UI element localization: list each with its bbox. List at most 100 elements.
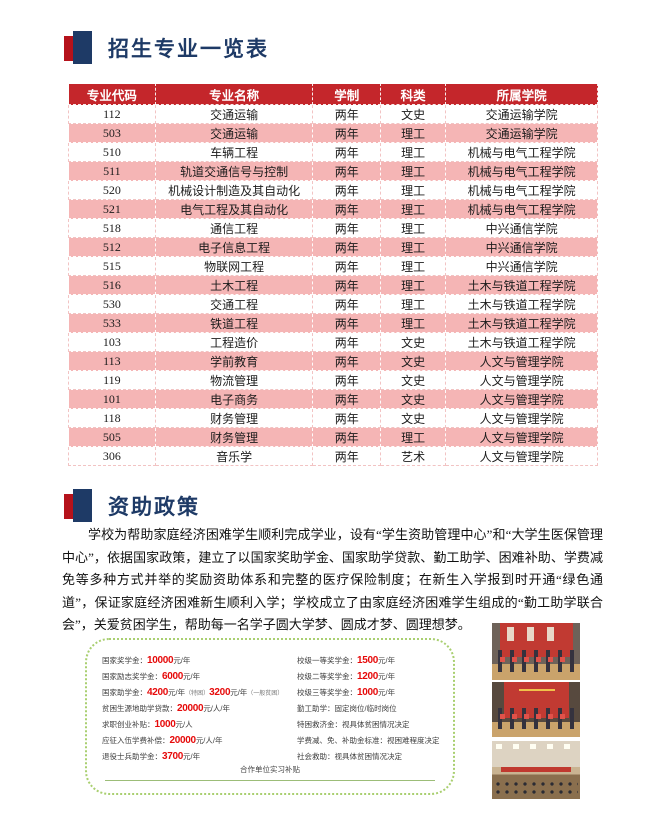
table-cell: 理工	[380, 256, 447, 276]
table-row: 503 交通运输 两年 理工 交通运输学院	[68, 123, 598, 143]
aid-item: 校级三等奖学金：1000元/年	[297, 685, 440, 701]
table-row: 516 土木工程 两年 理工 土木与铁道工程学院	[68, 275, 598, 295]
table-cell: 电子商务	[154, 389, 314, 409]
table-row: 101 电子商务 两年 文史 人文与管理学院	[68, 389, 598, 409]
aid-item-small: （一般贫困）	[247, 691, 284, 697]
aid-left-column: 国家奖学金：10000元/年 国家励志奖学金：6000元/年 国家助学金：4200元…	[102, 653, 283, 765]
table-cell: 通信工程	[154, 218, 314, 238]
table-row: 521 电气工程及其自动化 两年 理工 机械与电气工程学院	[68, 199, 598, 219]
banner-text-line	[518, 688, 556, 691]
aid-item-unit: 元/年	[183, 672, 201, 681]
aid-item-label: 勤工助学：固定岗位/临时岗位	[297, 704, 397, 713]
table-cell: 两年	[312, 370, 382, 390]
aid-item-label: 退役士兵助学金：	[102, 752, 162, 761]
aid-item-num: 3200	[209, 687, 231, 698]
aid-item: 学费减、免、补助金标准：视困难程度决定	[297, 733, 440, 749]
aid-item-num: 20000	[177, 703, 204, 714]
table-cell: 521	[68, 199, 156, 219]
table-cell: 人文与管理学院	[445, 370, 598, 390]
table-cell: 112	[68, 104, 156, 124]
table-row: 511 轨道交通信号与控制 两年 理工 机械与电气工程学院	[68, 161, 598, 181]
table-cell: 101	[68, 389, 156, 409]
table-cell: 人文与管理学院	[445, 408, 598, 428]
aid-item-label: 求职创业补贴：	[102, 720, 155, 729]
aid-item-label: 学费减、免、补助金标准：视困难程度决定	[297, 736, 440, 745]
table-cell: 两年	[312, 199, 382, 219]
ceiling-lights	[495, 744, 577, 750]
aid-item: 国家助学金：4200元/年（特困）3200元/年（一般贫困）	[102, 685, 283, 701]
aid-item-unit: 元/年	[230, 688, 248, 697]
aid-item: 校级二等奖学金：1200元/年	[297, 669, 440, 685]
table-cell: 中兴通信学院	[445, 256, 598, 276]
aid-item-unit: 元/年	[183, 752, 201, 761]
table-cell: 103	[68, 332, 156, 352]
table-cell: 土木工程	[154, 275, 314, 295]
portrait-tiles	[507, 627, 566, 641]
table-cell: 交通运输	[154, 104, 314, 124]
table-cell: 两年	[312, 237, 382, 257]
aid-paragraph: 学校为帮助家庭经济困难学生顺利完成学业，设有“学生资助管理中心”和“大学生医保管…	[62, 527, 603, 632]
table-cell: 机械与电气工程学院	[445, 199, 598, 219]
table-cell: 机械与电气工程学院	[445, 180, 598, 200]
table-cell: 理工	[380, 142, 447, 162]
aid-item-unit: 元/年	[173, 656, 191, 665]
table-cell: 两年	[312, 294, 382, 314]
table-cell: 轨道交通信号与控制	[154, 161, 314, 181]
table-row: 119 物流管理 两年 文史 人文与管理学院	[68, 370, 598, 390]
title-block-icon	[64, 489, 94, 522]
aid-item-label: 国家奖学金：	[102, 656, 147, 665]
table-cell: 118	[68, 408, 156, 428]
table-cell: 电气工程及其自动化	[154, 199, 314, 219]
aid-item-num: 3700	[162, 751, 184, 762]
table-cell: 文史	[380, 332, 447, 352]
table-header-cell: 专业代码	[68, 83, 156, 105]
table-cell: 音乐学	[154, 446, 314, 466]
table-cell: 510	[68, 142, 156, 162]
table-cell: 土木与铁道工程学院	[445, 294, 598, 314]
table-cell: 物流管理	[154, 370, 314, 390]
table-cell: 理工	[380, 313, 447, 333]
aid-item-unit: 元/人/年	[203, 704, 230, 713]
table-cell: 503	[68, 123, 156, 143]
table-row: 118 财务管理 两年 文史 人文与管理学院	[68, 408, 598, 428]
table-cell: 两年	[312, 332, 382, 352]
aid-section-header: 资助政策	[64, 489, 200, 522]
table-cell: 两年	[312, 427, 382, 447]
assembly-hall-photo	[492, 741, 580, 799]
majors-table-body: 112 交通运输 两年 文史 交通运输学院 503 交通运输 两年 理工 交通运输学院 510 车辆工…	[68, 104, 598, 466]
table-cell: 交通运输	[154, 123, 314, 143]
aid-item: 应征入伍学费补偿：20000元/人/年	[102, 733, 283, 749]
table-cell: 520	[68, 180, 156, 200]
table-cell: 理工	[380, 218, 447, 238]
aid-item-unit: 元/人/年	[195, 736, 223, 745]
table-row: 515 物联网工程 两年 理工 中兴通信学院	[68, 256, 598, 276]
aid-item: 国家奖学金：10000元/年	[102, 653, 283, 669]
table-cell: 516	[68, 275, 156, 295]
table-cell: 交通运输学院	[445, 123, 598, 143]
certificates	[499, 656, 573, 662]
aid-item-num: 4200	[147, 687, 169, 698]
table-header-cell: 专业名称	[154, 83, 314, 105]
aid-right-column: 校级一等奖学金：1500元/年 校级二等奖学金：1200元/年 校级三等奖学金：10…	[297, 653, 440, 765]
table-cell: 文史	[380, 104, 447, 124]
aid-item: 校级一等奖学金：1500元/年	[297, 653, 440, 669]
table-cell: 文史	[380, 351, 447, 371]
majors-table: 专业代码 专业名称 学制 科类 所属学院 112 交通运输 两年 文史 交通运输学院 503 交通运…	[68, 83, 598, 466]
table-cell: 306	[68, 446, 156, 466]
table-cell: 物联网工程	[154, 256, 314, 276]
aid-footer-label: 合作单位实习补贴	[240, 765, 300, 774]
aid-item-label: 国家励志奖学金：	[102, 672, 162, 681]
table-cell: 人文与管理学院	[445, 446, 598, 466]
aid-item-unit: 元/人	[175, 720, 193, 729]
table-cell: 理工	[380, 161, 447, 181]
aid-item: 贫困生源地助学贷款：20000元/人/年	[102, 701, 283, 717]
table-cell: 文史	[380, 389, 447, 409]
table-cell: 车辆工程	[154, 142, 314, 162]
table-cell: 理工	[380, 237, 447, 257]
table-cell: 文史	[380, 370, 447, 390]
table-cell: 119	[68, 370, 156, 390]
aid-item-num: 10000	[147, 655, 174, 666]
aid-title: 资助政策	[108, 494, 200, 519]
aid-item-label: 贫困生源地助学贷款：	[102, 704, 177, 713]
